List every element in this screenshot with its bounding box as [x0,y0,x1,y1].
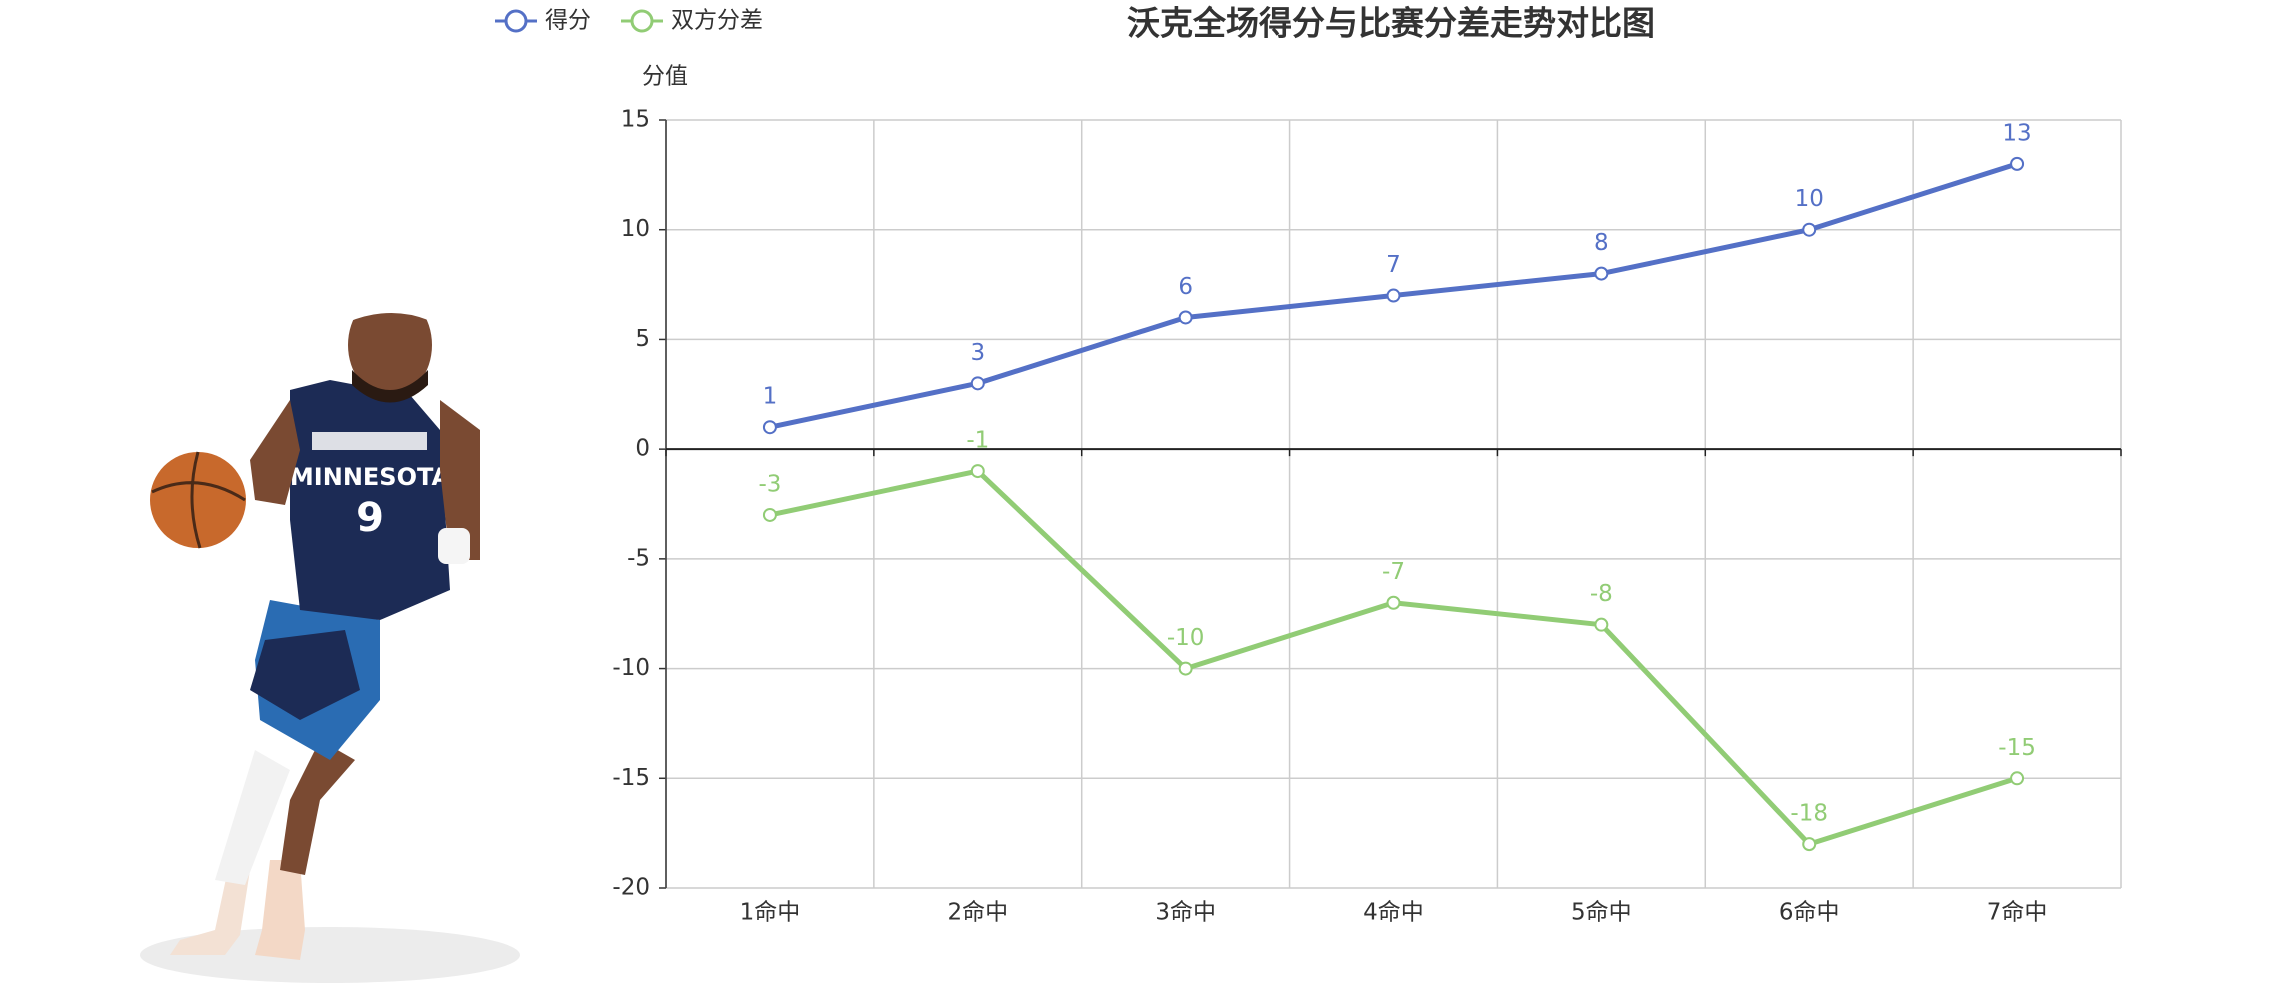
y-tick-label: -10 [612,655,650,681]
data-label: 8 [1594,230,1609,256]
x-tick-label: 2命中 [947,900,1008,926]
data-point [1178,310,1193,325]
data-point [762,507,777,522]
data-label: -10 [1167,625,1205,651]
data-label: 7 [1386,252,1401,278]
data-label: 1 [763,384,778,410]
player-illustration: MINNESOTA 9 [140,290,520,983]
y-tick-label: -15 [612,765,650,791]
data-point [1386,288,1401,303]
data-label: -15 [1998,735,2036,761]
x-tick-label: 4命中 [1363,900,1424,926]
data-point [2010,771,2025,786]
x-tick-label: 3命中 [1155,900,1216,926]
chart-title: 沃克全场得分与比赛分差走势对比图 [1127,4,1655,43]
x-tick-label: 7命中 [1987,900,2048,926]
x-tick-label: 1命中 [740,900,801,926]
y-tick-label: 0 [635,436,650,462]
data-label: 3 [970,340,985,366]
data-label: 6 [1178,274,1193,300]
y-tick-label: -20 [612,875,650,901]
data-point [970,464,985,479]
data-label: 10 [1795,186,1824,212]
data-point [1594,617,1609,632]
data-label: -8 [1590,581,1613,607]
data-point [1386,595,1401,610]
data-point [1802,837,1817,852]
legend: 得分 双方分差 [495,8,763,34]
data-label: -1 [966,428,989,454]
data-point [762,420,777,435]
x-tick-label: 6命中 [1779,900,1840,926]
y-tick-label: 15 [621,107,650,133]
y-tick-label: 5 [635,326,650,352]
legend-item[interactable]: 得分 [495,8,591,34]
data-point [1594,266,1609,281]
data-label: -18 [1790,801,1828,827]
data-point [2010,156,2025,171]
x-tick-label: 5命中 [1571,900,1632,926]
data-point [970,376,985,391]
legend-label: 双方分差 [671,8,763,34]
data-point [1178,661,1193,676]
data-label: -7 [1382,559,1405,585]
legend-label: 得分 [545,8,591,34]
data-label: 13 [2002,120,2031,146]
series-line [769,468,2018,847]
y-tick-label: -5 [627,545,650,571]
legend-marker [504,9,528,33]
data-point [1802,222,1817,237]
y-tick-label: 10 [621,216,650,242]
svg-text:MINNESOTA: MINNESOTA [290,463,451,491]
svg-text:9: 9 [356,495,384,541]
legend-marker [630,9,654,33]
legend-item[interactable]: 双方分差 [621,8,763,34]
y-axis-name: 分值 [642,64,688,90]
data-label: -3 [758,471,781,497]
